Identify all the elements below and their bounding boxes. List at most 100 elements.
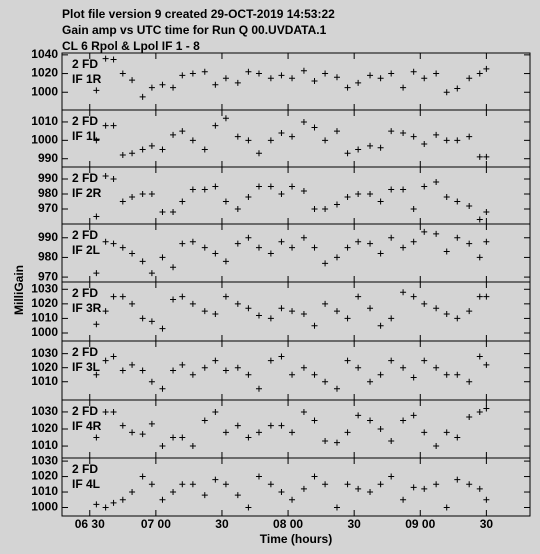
data-point [110, 408, 117, 415]
data-point [433, 305, 440, 312]
data-point [421, 429, 428, 436]
data-point [212, 122, 219, 129]
y-tick-label: 1030 [31, 281, 58, 295]
data-point [278, 191, 285, 197]
y-tick-label: 1010 [31, 484, 58, 498]
data-point [189, 186, 196, 193]
y-tick-label: 1040 [31, 47, 58, 61]
data-point [110, 499, 117, 506]
data-point [333, 254, 340, 261]
data-point [234, 133, 241, 140]
data-point [245, 504, 252, 511]
data-point [179, 198, 186, 205]
data-point [400, 186, 407, 193]
y-tick-label: 1010 [31, 374, 58, 388]
x-axis-label: Time (hours) [260, 532, 332, 546]
data-point [300, 485, 307, 492]
data-point [110, 240, 117, 247]
data-point [119, 496, 126, 503]
data-point [377, 371, 384, 378]
data-point [311, 322, 318, 329]
data-point [102, 357, 109, 364]
y-tick-label: 1000 [31, 84, 58, 98]
data-point [139, 258, 146, 265]
data-point [278, 305, 285, 312]
data-point [388, 186, 395, 193]
header-line: Plot file version 9 created 29-OCT-2019 … [62, 7, 335, 21]
data-point [322, 300, 329, 307]
data-point [222, 75, 229, 82]
data-point [388, 234, 395, 241]
data-point [355, 238, 362, 245]
data-point [476, 216, 483, 223]
data-point [179, 434, 186, 441]
data-point [102, 408, 109, 415]
data-point [410, 412, 417, 419]
data-point [119, 293, 126, 300]
data-point [344, 84, 351, 91]
x-tick-label: 30 [347, 517, 361, 531]
data-point [278, 238, 285, 245]
data-point [466, 414, 473, 421]
data-point [367, 489, 374, 496]
data-point [129, 77, 136, 84]
data-point [466, 133, 473, 140]
data-point [159, 146, 166, 153]
data-point [333, 385, 340, 392]
data-point [311, 473, 318, 480]
data-point [129, 361, 136, 368]
source-label: 2 FD [72, 404, 98, 418]
data-point [234, 240, 241, 247]
data-point [278, 72, 285, 79]
data-point [466, 378, 473, 385]
data-point [355, 79, 362, 86]
data-point [212, 408, 219, 415]
data-point [421, 228, 428, 235]
data-point [129, 194, 136, 200]
data-point [93, 501, 100, 508]
data-point [234, 206, 241, 212]
data-point [245, 434, 252, 441]
data-point [322, 206, 329, 212]
data-point [311, 244, 318, 251]
y-tick-label: 980 [38, 250, 58, 264]
data-point [388, 128, 395, 135]
data-point [433, 70, 440, 77]
data-point [148, 270, 155, 277]
y-tick-label: 990 [38, 171, 58, 185]
data-point [139, 431, 146, 438]
data-point [476, 353, 483, 360]
data-point [129, 489, 136, 496]
data-point [433, 443, 440, 450]
data-point [367, 142, 374, 149]
panel-label: IF 1L [72, 129, 100, 143]
panel-label: IF 4L [72, 477, 100, 491]
data-point [245, 234, 252, 241]
data-point [333, 308, 340, 315]
y-tick-label: 970 [38, 201, 58, 215]
data-point [289, 496, 296, 503]
data-point [245, 194, 252, 200]
data-point [179, 240, 186, 247]
data-point [245, 371, 252, 378]
data-point [159, 325, 166, 332]
data-point [289, 244, 296, 251]
data-point [410, 206, 417, 212]
data-point [148, 318, 155, 325]
data-point [170, 131, 177, 138]
data-point [421, 300, 428, 307]
data-point [410, 238, 417, 245]
data-point [433, 481, 440, 488]
data-point [367, 417, 374, 424]
data-point [267, 357, 274, 364]
data-point [119, 70, 126, 77]
data-point [255, 385, 262, 392]
data-point [245, 305, 252, 312]
data-point [421, 141, 428, 148]
data-point [289, 183, 296, 190]
data-point [201, 308, 208, 315]
data-point [344, 194, 351, 200]
data-point [483, 238, 490, 245]
data-point [333, 439, 340, 446]
y-tick-label: 1020 [31, 66, 58, 80]
